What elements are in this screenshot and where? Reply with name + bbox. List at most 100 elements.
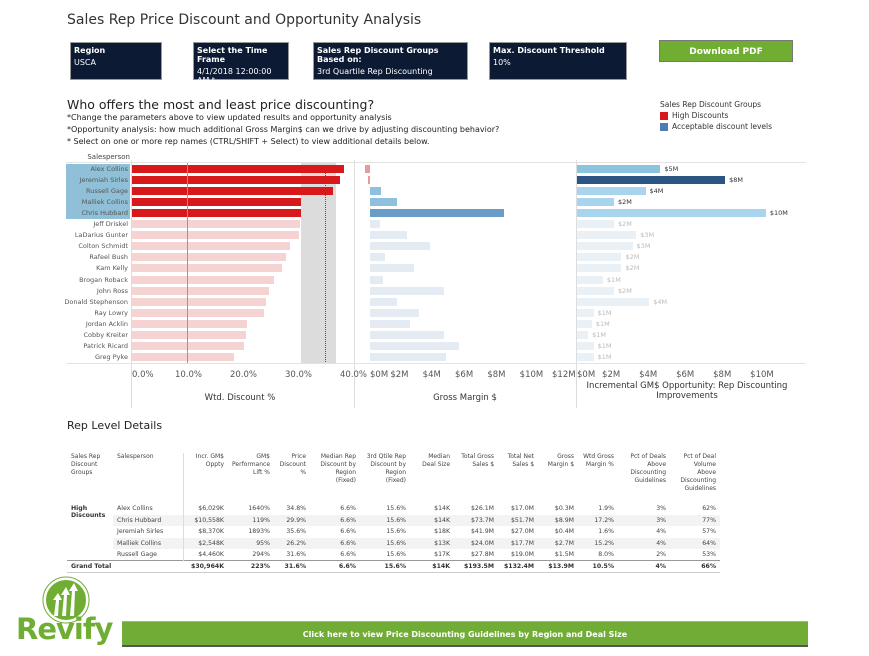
column-header[interactable]: Gross Margin $ — [547, 453, 575, 468]
opportunity-bar[interactable] — [577, 286, 615, 295]
discount-bar[interactable] — [132, 242, 291, 251]
region-param[interactable]: Region USCA — [70, 42, 162, 80]
gross-margin-bar[interactable] — [370, 341, 459, 350]
opportunity-bar[interactable] — [577, 308, 594, 317]
column-header[interactable]: Pct of Deal Volume Above Discounting Gui… — [680, 453, 717, 492]
column-header[interactable]: Wtd Gross Margin % — [583, 453, 615, 468]
discount-bar[interactable] — [132, 231, 299, 240]
salesperson-label[interactable]: Cobby Kreiter — [83, 330, 129, 339]
opportunity-bar[interactable] — [577, 165, 661, 173]
opportunity-bar[interactable] — [577, 220, 615, 229]
salesperson-label[interactable]: Malliek Collins — [81, 198, 128, 207]
opportunity-bar[interactable] — [577, 341, 594, 350]
salesperson-label[interactable]: Jeff Driskel — [93, 220, 128, 229]
gross-margin-bar[interactable] — [370, 253, 385, 262]
opportunity-bar[interactable] — [577, 242, 633, 251]
opportunity-bar[interactable] — [577, 352, 594, 361]
salesperson-label[interactable]: Rafeel Bush — [89, 253, 128, 262]
gross-margin-bar[interactable] — [368, 176, 370, 185]
column-header[interactable]: 3rd Qtile Rep Discount by Region (Fixed) — [366, 453, 407, 484]
discount-bar[interactable] — [132, 330, 246, 339]
discount-bar[interactable] — [132, 264, 283, 273]
salesperson-label[interactable]: Alex Collins — [90, 165, 129, 173]
gross-margin-bar[interactable] — [365, 165, 370, 173]
gross-margin-bar[interactable] — [370, 330, 445, 339]
discount-bar[interactable] — [132, 286, 269, 295]
time-frame-param[interactable]: Select the Time Frame 4/1/2018 12:00:00 A… — [193, 42, 289, 85]
salesperson-label[interactable]: Jeremiah Sirles — [79, 176, 128, 185]
opportunity-bar[interactable] — [577, 176, 726, 185]
column-header[interactable]: Total Net Sales $ — [507, 453, 535, 468]
gross-margin-bar[interactable] — [370, 275, 383, 284]
salesperson-cell[interactable]: Malliek Collins — [113, 537, 184, 549]
opportunity-bar[interactable] — [577, 253, 622, 262]
table-row[interactable]: Jeremiah Sirles $8,370K 1893% 35.6% 6.6% 15.6… — [67, 526, 720, 538]
table-row[interactable]: High Discounts Alex Collins $6,029K 1640% 34… — [67, 503, 720, 519]
opportunity-bar[interactable] — [577, 209, 766, 218]
salesperson-label[interactable]: Donald Stephenson — [64, 297, 128, 306]
opportunity-bar[interactable] — [577, 275, 603, 284]
opportunity-bar[interactable] — [577, 198, 615, 207]
salesperson-cell[interactable]: Chris Hubbard — [113, 514, 184, 526]
discount-bar[interactable] — [132, 275, 275, 284]
salesperson-label[interactable]: Greg Pyke — [94, 352, 128, 361]
column-header[interactable]: Pct of Deals Above Discounting Guideline… — [630, 453, 667, 484]
column-header[interactable]: Sales Rep Discount Groups — [71, 453, 101, 476]
salesperson-label[interactable]: Chris Hubbard — [81, 209, 128, 218]
gross-margin-bar[interactable] — [370, 308, 419, 317]
gross-margin-bar[interactable] — [370, 220, 380, 229]
column-header[interactable]: Price Discount % — [279, 453, 307, 476]
discount-bar[interactable] — [132, 187, 334, 196]
salesperson-cell[interactable]: Jeremiah Sirles — [113, 526, 184, 538]
opportunity-bar[interactable] — [577, 231, 637, 240]
opportunity-bar[interactable] — [577, 187, 646, 196]
discount-bar[interactable] — [132, 308, 264, 317]
discount-bar[interactable] — [132, 198, 302, 207]
opportunity-bar[interactable] — [577, 297, 650, 306]
gross-margin-bar[interactable] — [370, 352, 446, 361]
salesperson-label[interactable]: Russell Gage — [86, 187, 128, 196]
legend-item[interactable]: High Discounts — [660, 111, 772, 120]
salesperson-label[interactable]: Ray Lowry — [94, 308, 128, 317]
opportunity-bar[interactable] — [577, 330, 589, 339]
salesperson-cell[interactable]: Alex Collins — [113, 503, 184, 515]
discount-bar[interactable] — [132, 341, 245, 350]
gross-margin-bar[interactable] — [370, 297, 398, 306]
column-header[interactable]: Total Gross Sales $ — [461, 453, 495, 468]
legend-item[interactable]: Acceptable discount levels — [660, 122, 772, 131]
discount-bar[interactable] — [132, 220, 301, 229]
salesperson-label[interactable]: LaDarius Gunter — [74, 231, 128, 240]
salesperson-label[interactable]: Patrick Ricard — [83, 341, 128, 350]
gross-margin-bar[interactable] — [370, 242, 430, 251]
salesperson-label[interactable]: Colton Schmidt — [78, 242, 128, 251]
discount-bar[interactable] — [132, 352, 234, 361]
opportunity-bar[interactable] — [577, 319, 592, 328]
gross-margin-bar[interactable] — [370, 198, 398, 207]
column-header[interactable]: Incr. GM$ Oppty — [195, 453, 224, 468]
salesperson-label[interactable]: John Ross — [96, 286, 128, 295]
opportunity-bar[interactable] — [577, 264, 622, 273]
gross-margin-bar[interactable] — [370, 264, 414, 273]
gross-margin-bar[interactable] — [370, 187, 382, 196]
gross-margin-bar[interactable] — [370, 286, 445, 295]
column-header[interactable]: Salesperson — [113, 453, 184, 503]
gross-margin-bar[interactable] — [370, 209, 505, 218]
salesperson-label[interactable]: Jordan Acklin — [85, 319, 128, 328]
salesperson-cell[interactable]: Russell Gage — [113, 549, 184, 561]
column-header[interactable]: Median Deal Size — [422, 453, 451, 468]
gross-margin-bar[interactable] — [370, 231, 408, 240]
column-header[interactable]: GM$ Performance Lift % — [232, 453, 271, 476]
discount-bar[interactable] — [132, 319, 247, 328]
column-header[interactable]: Median Rep Discount by Region (Fixed) — [320, 453, 357, 484]
view-guidelines-button[interactable]: Click here to view Price Discounting Gui… — [122, 621, 808, 647]
max-discount-param[interactable]: Max. Discount Threshold 10% — [489, 42, 627, 80]
salesperson-label[interactable]: Kam Kelly — [96, 264, 128, 273]
download-pdf-button[interactable]: Download PDF — [659, 40, 793, 62]
gross-margin-bar[interactable] — [370, 319, 411, 328]
discount-bar[interactable] — [132, 253, 286, 262]
discount-groups-param[interactable]: Sales Rep Discount Groups Based on: 3rd Q… — [313, 42, 468, 80]
discount-bar[interactable] — [132, 209, 302, 218]
discount-bar[interactable] — [132, 176, 340, 185]
table-row[interactable]: Malliek Collins $2,548K 95% 26.2% 6.6% 15.6% $… — [67, 537, 721, 549]
table-row[interactable]: Chris Hubbard $10,558K 119% 29.9% 6.6% 15.6% $… — [67, 514, 721, 526]
